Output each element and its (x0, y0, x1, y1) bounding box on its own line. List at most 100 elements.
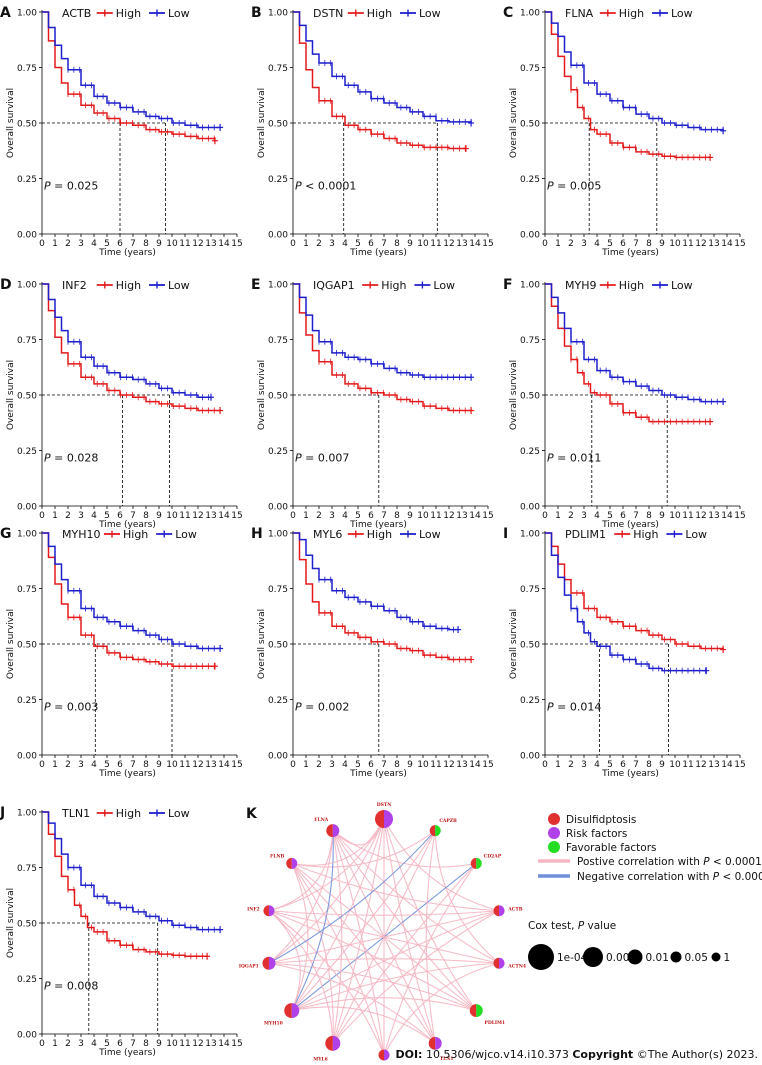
x-tick-label: 1 (555, 239, 561, 249)
x-tick-label: 2 (65, 1039, 71, 1049)
y-tick-label: 1.00 (268, 281, 288, 291)
x-tick-label: 1 (303, 239, 309, 249)
network-edge (268, 830, 436, 964)
x-tick-label: 1 (555, 760, 561, 770)
x-tick-label: 3 (329, 239, 335, 249)
x-tick-label: 4 (594, 511, 600, 521)
y-axis-label: Overall survival (257, 609, 267, 679)
y-tick-label: 0.50 (268, 641, 288, 651)
x-tick-label: 1 (52, 511, 58, 521)
cox-size-label: 0.01 (646, 952, 669, 964)
node-half-disulfidptosis (262, 956, 269, 970)
legend-gene: IQGAP1 (313, 279, 355, 292)
x-tick-label: 1 (303, 511, 309, 521)
node-half-category (476, 857, 482, 869)
node-half-disulfidptosis (375, 810, 384, 828)
p-symbol: P (44, 452, 54, 465)
y-axis-label: Overall survival (509, 88, 519, 158)
x-tick-label: 0 (542, 760, 548, 770)
node-half-disulfidptosis (493, 905, 500, 917)
x-tick-label: 12 (192, 511, 203, 521)
legend-label-low: Low (168, 279, 190, 292)
p-symbol: P (295, 701, 305, 714)
x-tick-label: 8 (646, 760, 652, 770)
legend-label-high: High (116, 279, 141, 292)
y-tick-label: 0.50 (17, 641, 37, 651)
p-value: < 0.0001 (305, 180, 356, 193)
x-tick-label: 10 (166, 760, 178, 770)
x-tick-label: 8 (143, 511, 149, 521)
x-tick-label: 14 (218, 239, 230, 249)
node-label: MYL6 (313, 1057, 328, 1063)
legend-label-high: High (367, 7, 392, 20)
series-line-high (545, 532, 724, 650)
x-axis-label: Time (years) (601, 520, 659, 530)
x-tick-label: 5 (104, 760, 110, 770)
network-edge (291, 962, 500, 1012)
p-value-label: P = 0.002 (295, 701, 349, 714)
node-label: CD2AP (484, 854, 502, 860)
cox-size-dot (670, 951, 682, 963)
x-tick-label: 9 (659, 760, 665, 770)
y-tick-label: 0.00 (17, 503, 37, 513)
km-panel-i: I0.000.250.500.751.000 1 2 3 4 5 6 7 8 9 10 11 12 13 1… (503, 526, 746, 779)
series-line-low (42, 283, 211, 398)
legend-gene: FLNA (565, 7, 594, 20)
x-tick-label: 15 (734, 760, 745, 770)
node-label: FLNB (270, 854, 284, 860)
y-tick-label: 0.50 (17, 120, 37, 130)
y-tick-label: 0.25 (268, 447, 288, 457)
node-half-category (476, 1004, 483, 1018)
x-tick-label: 15 (482, 511, 493, 521)
network-edge (268, 910, 301, 1011)
y-tick-label: 0.00 (17, 231, 37, 241)
x-tick-label: 9 (156, 239, 162, 249)
x-tick-label: 4 (594, 760, 600, 770)
network-node-actb: ACTB (493, 905, 523, 917)
cox-size-label: 0.05 (685, 952, 708, 964)
panel-letter: B (251, 5, 262, 21)
x-axis-label: Time (years) (601, 769, 659, 779)
x-tick-label: 10 (669, 511, 681, 521)
legend-label-low: Low (168, 807, 190, 820)
network-edge (291, 830, 436, 868)
p-symbol: P (547, 701, 557, 714)
y-tick-label: 0.75 (520, 64, 540, 74)
legend-label-high: High (633, 528, 658, 541)
series-line-high (293, 283, 472, 412)
x-tick-label: 11 (682, 511, 693, 521)
x-tick-label: 0 (39, 239, 45, 249)
network-edge (268, 818, 385, 912)
x-tick-label: 8 (646, 239, 652, 249)
copyright-value: ©The Author(s) 2023. (636, 1048, 758, 1061)
cox-size-dot (528, 944, 554, 970)
network-node-flnb: FLNB (270, 854, 298, 869)
network-node-myh10: MYH10 (264, 1003, 300, 1027)
x-tick-label: 14 (721, 760, 733, 770)
x-tick-label: 3 (78, 760, 84, 770)
legend-category-dot (548, 827, 560, 839)
x-tick-label: 8 (143, 239, 149, 249)
series-line-low (545, 532, 707, 672)
x-tick-label: 13 (205, 1039, 216, 1049)
network-edge (268, 910, 385, 1056)
node-label: ACTB (507, 907, 522, 913)
x-tick-label: 13 (708, 760, 719, 770)
network-node-myl6: MYL6 (313, 1035, 341, 1063)
legend-line-label: Negative correlation with P < 0.0001 (577, 871, 762, 883)
x-tick-label: 8 (394, 239, 400, 249)
node-half-category (268, 956, 276, 970)
p-value-label: P = 0.014 (547, 701, 601, 714)
cox-legend-title: Cox test, P value (528, 920, 616, 932)
cox-p-symbol: P (578, 920, 588, 932)
network-node-cd2ap: CD2AP (470, 854, 502, 869)
x-tick-label: 11 (179, 1039, 190, 1049)
series-line-high (42, 811, 208, 958)
network-edge (291, 863, 309, 1011)
legend-line-text: Negative correlation with (577, 871, 713, 883)
x-tick-label: 5 (607, 760, 613, 770)
series-line-low (42, 11, 221, 129)
x-tick-label: 7 (130, 239, 136, 249)
network-edge (268, 830, 334, 912)
x-tick-label: 8 (143, 760, 149, 770)
